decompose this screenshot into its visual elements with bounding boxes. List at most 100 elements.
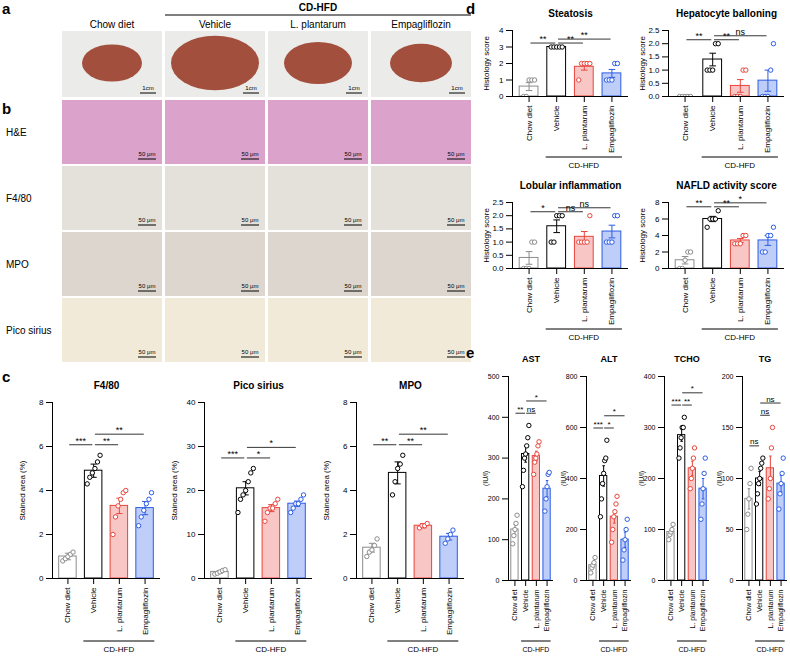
svg-text:0.0: 0.0 — [492, 264, 504, 273]
svg-text:**: ** — [381, 436, 389, 446]
svg-text:0: 0 — [652, 577, 656, 584]
svg-text:Chow diet: Chow diet — [367, 587, 376, 623]
svg-text:2: 2 — [499, 59, 504, 68]
svg-text:L. plantarum: L. plantarum — [533, 589, 541, 628]
svg-text:Empagliflozin: Empagliflozin — [391, 19, 450, 30]
svg-text:L. plantarum: L. plantarum — [580, 277, 589, 322]
svg-text:40: 40 — [187, 398, 196, 407]
svg-text:1: 1 — [499, 76, 504, 85]
svg-text:6: 6 — [39, 442, 44, 451]
svg-text:50 μm: 50 μm — [139, 349, 156, 355]
svg-text:Vehicle: Vehicle — [522, 589, 529, 612]
svg-text:150: 150 — [722, 424, 734, 431]
svg-text:Empagliflozin: Empagliflozin — [141, 588, 150, 636]
svg-text:1cm: 1cm — [451, 85, 462, 91]
svg-text:2.5: 2.5 — [648, 26, 660, 35]
svg-text:Chow diet: Chow diet — [681, 105, 690, 141]
svg-text:(IU/l): (IU/l) — [716, 471, 724, 486]
svg-text:8: 8 — [39, 398, 44, 407]
svg-text:Stained area (%): Stained area (%) — [322, 460, 331, 520]
svg-text:**: ** — [420, 425, 428, 435]
svg-text:L. plantarum: L. plantarum — [689, 589, 697, 628]
svg-text:CD-HFD: CD-HFD — [568, 333, 599, 342]
svg-text:50 μm: 50 μm — [242, 217, 259, 223]
svg-text:(IU/l): (IU/l) — [560, 471, 568, 486]
svg-text:***: *** — [672, 397, 681, 406]
svg-text:(IU/l): (IU/l) — [482, 471, 490, 486]
svg-text:Vehicle: Vehicle — [756, 589, 763, 612]
svg-text:4: 4 — [499, 26, 504, 35]
svg-text:3: 3 — [499, 43, 504, 52]
svg-text:**: ** — [723, 198, 731, 208]
svg-text:***: *** — [594, 420, 603, 429]
svg-text:20: 20 — [187, 486, 196, 495]
svg-text:200: 200 — [644, 475, 656, 482]
svg-text:**: ** — [581, 30, 589, 40]
svg-text:*: * — [739, 194, 743, 204]
svg-text:30: 30 — [187, 442, 196, 451]
svg-text:**: ** — [723, 31, 731, 41]
svg-text:50 μm: 50 μm — [139, 151, 156, 157]
svg-text:ns: ns — [750, 437, 758, 446]
svg-text:CD-HFD: CD-HFD — [299, 2, 337, 13]
svg-text:*: * — [613, 407, 616, 416]
svg-text:ns: ns — [736, 27, 746, 37]
svg-text:Chow diet: Chow diet — [511, 589, 518, 620]
svg-text:8: 8 — [343, 398, 348, 407]
svg-text:L. plantarum: L. plantarum — [580, 105, 589, 150]
svg-text:TG: TG — [759, 354, 772, 364]
svg-text:CD-HFD: CD-HFD — [600, 646, 627, 653]
svg-text:**: ** — [407, 436, 415, 446]
svg-text:*: * — [270, 438, 274, 448]
svg-text:Empagliflozin: Empagliflozin — [543, 589, 551, 631]
svg-text:Steatosis: Steatosis — [548, 8, 593, 19]
svg-text:0: 0 — [574, 577, 578, 584]
svg-text:0: 0 — [191, 574, 196, 583]
svg-text:**: ** — [695, 198, 703, 208]
svg-text:50: 50 — [726, 526, 734, 533]
svg-text:0.5: 0.5 — [648, 79, 660, 88]
svg-text:100: 100 — [722, 475, 734, 482]
svg-text:2: 2 — [39, 530, 44, 539]
svg-text:200: 200 — [722, 373, 734, 380]
svg-text:L. plantarum: L. plantarum — [767, 589, 775, 628]
svg-text:Empagliflozin: Empagliflozin — [293, 588, 302, 636]
svg-text:ns: ns — [580, 199, 590, 209]
svg-text:2.5: 2.5 — [492, 198, 504, 207]
svg-text:**: ** — [695, 31, 703, 41]
svg-text:0: 0 — [730, 577, 734, 584]
svg-text:L. plantarum: L. plantarum — [736, 277, 745, 322]
svg-text:Lobular inflammation: Lobular inflammation — [520, 180, 622, 191]
svg-text:NAFLD activity score: NAFLD activity score — [676, 180, 777, 191]
svg-text:200: 200 — [566, 526, 578, 533]
svg-text:Vehicle: Vehicle — [241, 587, 250, 613]
svg-text:2: 2 — [655, 248, 660, 257]
svg-text:Chow diet: Chow diet — [589, 589, 596, 620]
svg-text:Vehicle: Vehicle — [600, 589, 607, 612]
svg-text:0: 0 — [39, 574, 44, 583]
svg-text:2: 2 — [343, 530, 348, 539]
svg-text:Chow diet: Chow diet — [90, 19, 135, 30]
svg-text:CD-HFD: CD-HFD — [522, 646, 549, 653]
svg-text:4: 4 — [343, 486, 348, 495]
svg-text:TCHO: TCHO — [674, 354, 700, 364]
svg-text:Empagliflozin: Empagliflozin — [763, 106, 772, 154]
svg-text:ns: ns — [761, 407, 769, 416]
svg-text:Chow diet: Chow diet — [667, 589, 674, 620]
svg-text:CD-HFD: CD-HFD — [256, 645, 287, 654]
svg-text:F4/80: F4/80 — [6, 193, 32, 204]
svg-text:Pico sirius: Pico sirius — [6, 325, 52, 336]
svg-text:Histology score: Histology score — [638, 208, 647, 263]
svg-text:Empagliflozin: Empagliflozin — [445, 588, 454, 636]
svg-text:10: 10 — [187, 530, 196, 539]
svg-text:*: * — [257, 449, 261, 459]
svg-text:***: *** — [228, 449, 239, 459]
svg-text:50 μm: 50 μm — [242, 283, 259, 289]
svg-text:1.5: 1.5 — [492, 224, 504, 233]
svg-text:50 μm: 50 μm — [345, 283, 362, 289]
svg-text:400: 400 — [566, 475, 578, 482]
svg-text:CD-HFD: CD-HFD — [756, 646, 783, 653]
svg-text:4: 4 — [39, 486, 44, 495]
svg-text:50 μm: 50 μm — [242, 151, 259, 157]
svg-text:Vehicle: Vehicle — [552, 277, 561, 303]
